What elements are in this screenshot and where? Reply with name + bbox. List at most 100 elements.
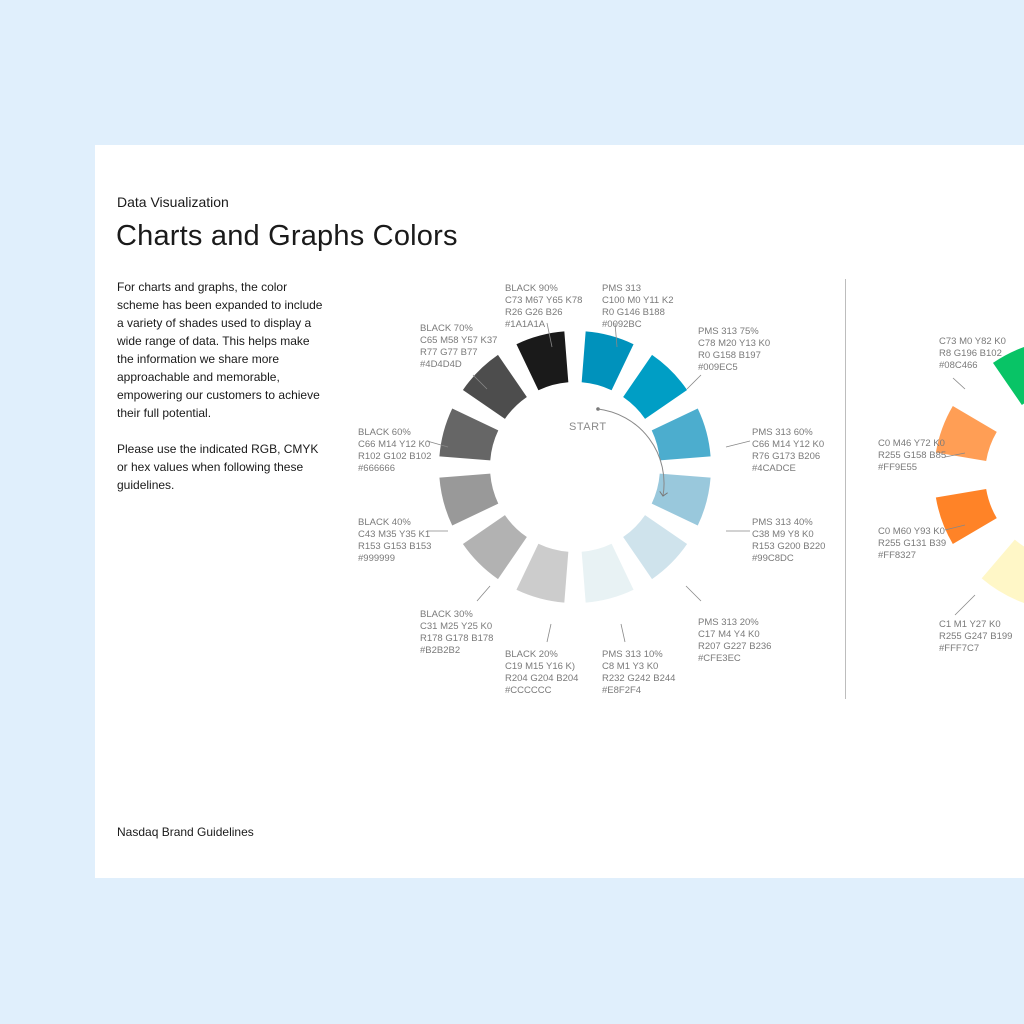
swatch-spec-line: R26 G26 B26	[505, 307, 563, 318]
swatch-sector	[516, 543, 569, 603]
swatch-spec-line: R76 G173 B206	[752, 451, 820, 462]
description-paragraph-1: For charts and graphs, the color scheme …	[117, 280, 323, 420]
start-indicator: START	[569, 407, 668, 497]
swatch-spec-line: #99C8DC	[752, 553, 794, 564]
swatch-sector	[462, 354, 527, 419]
swatch-spec-line: R204 G204 B204	[505, 673, 578, 684]
leader-line	[476, 585, 491, 602]
swatch-sector	[623, 354, 688, 419]
swatch-spec-line: #08C466	[939, 360, 978, 371]
swatch-spec-line: #CFE3EC	[698, 653, 741, 664]
section-label: Data Visualization	[117, 194, 229, 210]
swatch-spec-line: #FFF7C7	[939, 643, 979, 654]
swatch-spec-line: #0092BC	[602, 319, 642, 330]
swatch-spec-line: R153 G153 B153	[358, 541, 431, 552]
leader-line	[546, 322, 553, 348]
swatch-sector	[439, 473, 499, 526]
swatch-spec-line: PMS 313 20%	[698, 617, 759, 628]
swatch-spec-line: PMS 313 40%	[752, 517, 813, 528]
swatch-spec-line: C73 M67 Y65 K78	[505, 295, 582, 306]
swatch-sector	[935, 489, 997, 545]
leader-line	[725, 440, 751, 448]
swatch-spec-line: R8 G196 B102	[939, 348, 1002, 359]
swatch-spec-line: #009EC5	[698, 362, 738, 373]
swatch-spec-line: BLACK 90%	[505, 283, 558, 294]
leader-line	[685, 585, 702, 602]
swatch-spec-line: R77 G77 B77	[420, 347, 478, 358]
swatch-spec-line: R0 G158 B197	[698, 350, 761, 361]
swatch-spec-line: PMS 313 60%	[752, 427, 813, 438]
swatch-spec-line: BLACK 70%	[420, 323, 473, 334]
swatch-spec-line: #666666	[358, 463, 395, 474]
description: For charts and graphs, the color scheme …	[117, 278, 327, 512]
swatch-spec-line: C66 M14 Y12 K0	[752, 439, 824, 450]
page-title: Charts and Graphs Colors	[116, 220, 458, 252]
swatch-spec-line: R232 G242 B244	[602, 673, 675, 684]
leader-line	[472, 374, 488, 390]
swatch-spec-line: #E8F2F4	[602, 685, 641, 696]
leader-line	[546, 623, 552, 643]
swatch-sector	[516, 331, 569, 391]
swatch-spec-line: C43 M35 Y35 K1	[358, 529, 430, 540]
swatch-spec-line: C100 M0 Y11 K2	[602, 295, 673, 306]
swatch-sector	[981, 539, 1024, 603]
swatch-spec-line: BLACK 20%	[505, 649, 558, 660]
swatch-spec-line: #B2B2B2	[420, 645, 460, 656]
swatch-spec-line: C0 M60 Y93 K0	[878, 526, 945, 537]
leader-line	[614, 322, 618, 348]
swatch-spec-line: C73 M0 Y82 K0	[939, 336, 1006, 347]
swatch-sector	[581, 543, 634, 603]
swatch-spec-line: PMS 313 75%	[698, 326, 759, 337]
swatch-spec-line: #4CADCE	[752, 463, 796, 474]
swatch-sector	[439, 408, 499, 461]
leader-line	[686, 374, 702, 390]
swatch-sector	[623, 515, 688, 580]
swatch-spec-line: C1 M1 Y27 K0	[939, 619, 1001, 630]
guideline-page: Data Visualization Charts and Graphs Col…	[95, 145, 1024, 878]
swatch-sector	[935, 405, 997, 461]
swatch-spec-line: C17 M4 Y4 K0	[698, 629, 760, 640]
swatch-sector	[651, 408, 711, 461]
swatch-spec-line: R102 G102 B102	[358, 451, 431, 462]
leader-line	[952, 377, 966, 390]
swatch-spec-line: C38 M9 Y8 K0	[752, 529, 814, 540]
swatch-spec-line: #CCCCCC	[505, 685, 552, 696]
footer-text: Nasdaq Brand Guidelines	[117, 825, 254, 839]
description-paragraph-2: Please use the indicated RGB, CMYK or he…	[117, 442, 319, 492]
divider	[845, 279, 846, 699]
swatch-sector	[581, 331, 634, 391]
start-arrow	[597, 408, 668, 497]
swatch-spec-line: PMS 313 10%	[602, 649, 663, 660]
leader-line	[426, 440, 449, 448]
swatch-spec-line: PMS 313	[602, 283, 641, 294]
swatch-sector	[651, 473, 711, 526]
start-label: START	[569, 421, 607, 433]
swatch-spec-line: #FF9E55	[878, 462, 917, 473]
swatch-spec-line: BLACK 40%	[358, 517, 411, 528]
swatch-spec-line: #FF8327	[878, 550, 916, 561]
swatch-spec-line: R153 G200 B220	[752, 541, 825, 552]
swatch-spec-line: BLACK 60%	[358, 427, 411, 438]
leader-line	[954, 594, 976, 616]
swatch-spec-line: #999999	[358, 553, 395, 564]
swatch-spec-line: BLACK 30%	[420, 609, 473, 620]
swatch-spec-line: #1A1A1A	[505, 319, 546, 330]
swatch-spec-line: R0 G146 B188	[602, 307, 665, 318]
swatch-spec-line: C78 M20 Y13 K0	[698, 338, 770, 349]
swatch-spec-line: #4D4D4D	[420, 359, 462, 370]
swatch-spec-line: R255 G131 B39	[878, 538, 946, 549]
leader-line	[944, 524, 966, 531]
